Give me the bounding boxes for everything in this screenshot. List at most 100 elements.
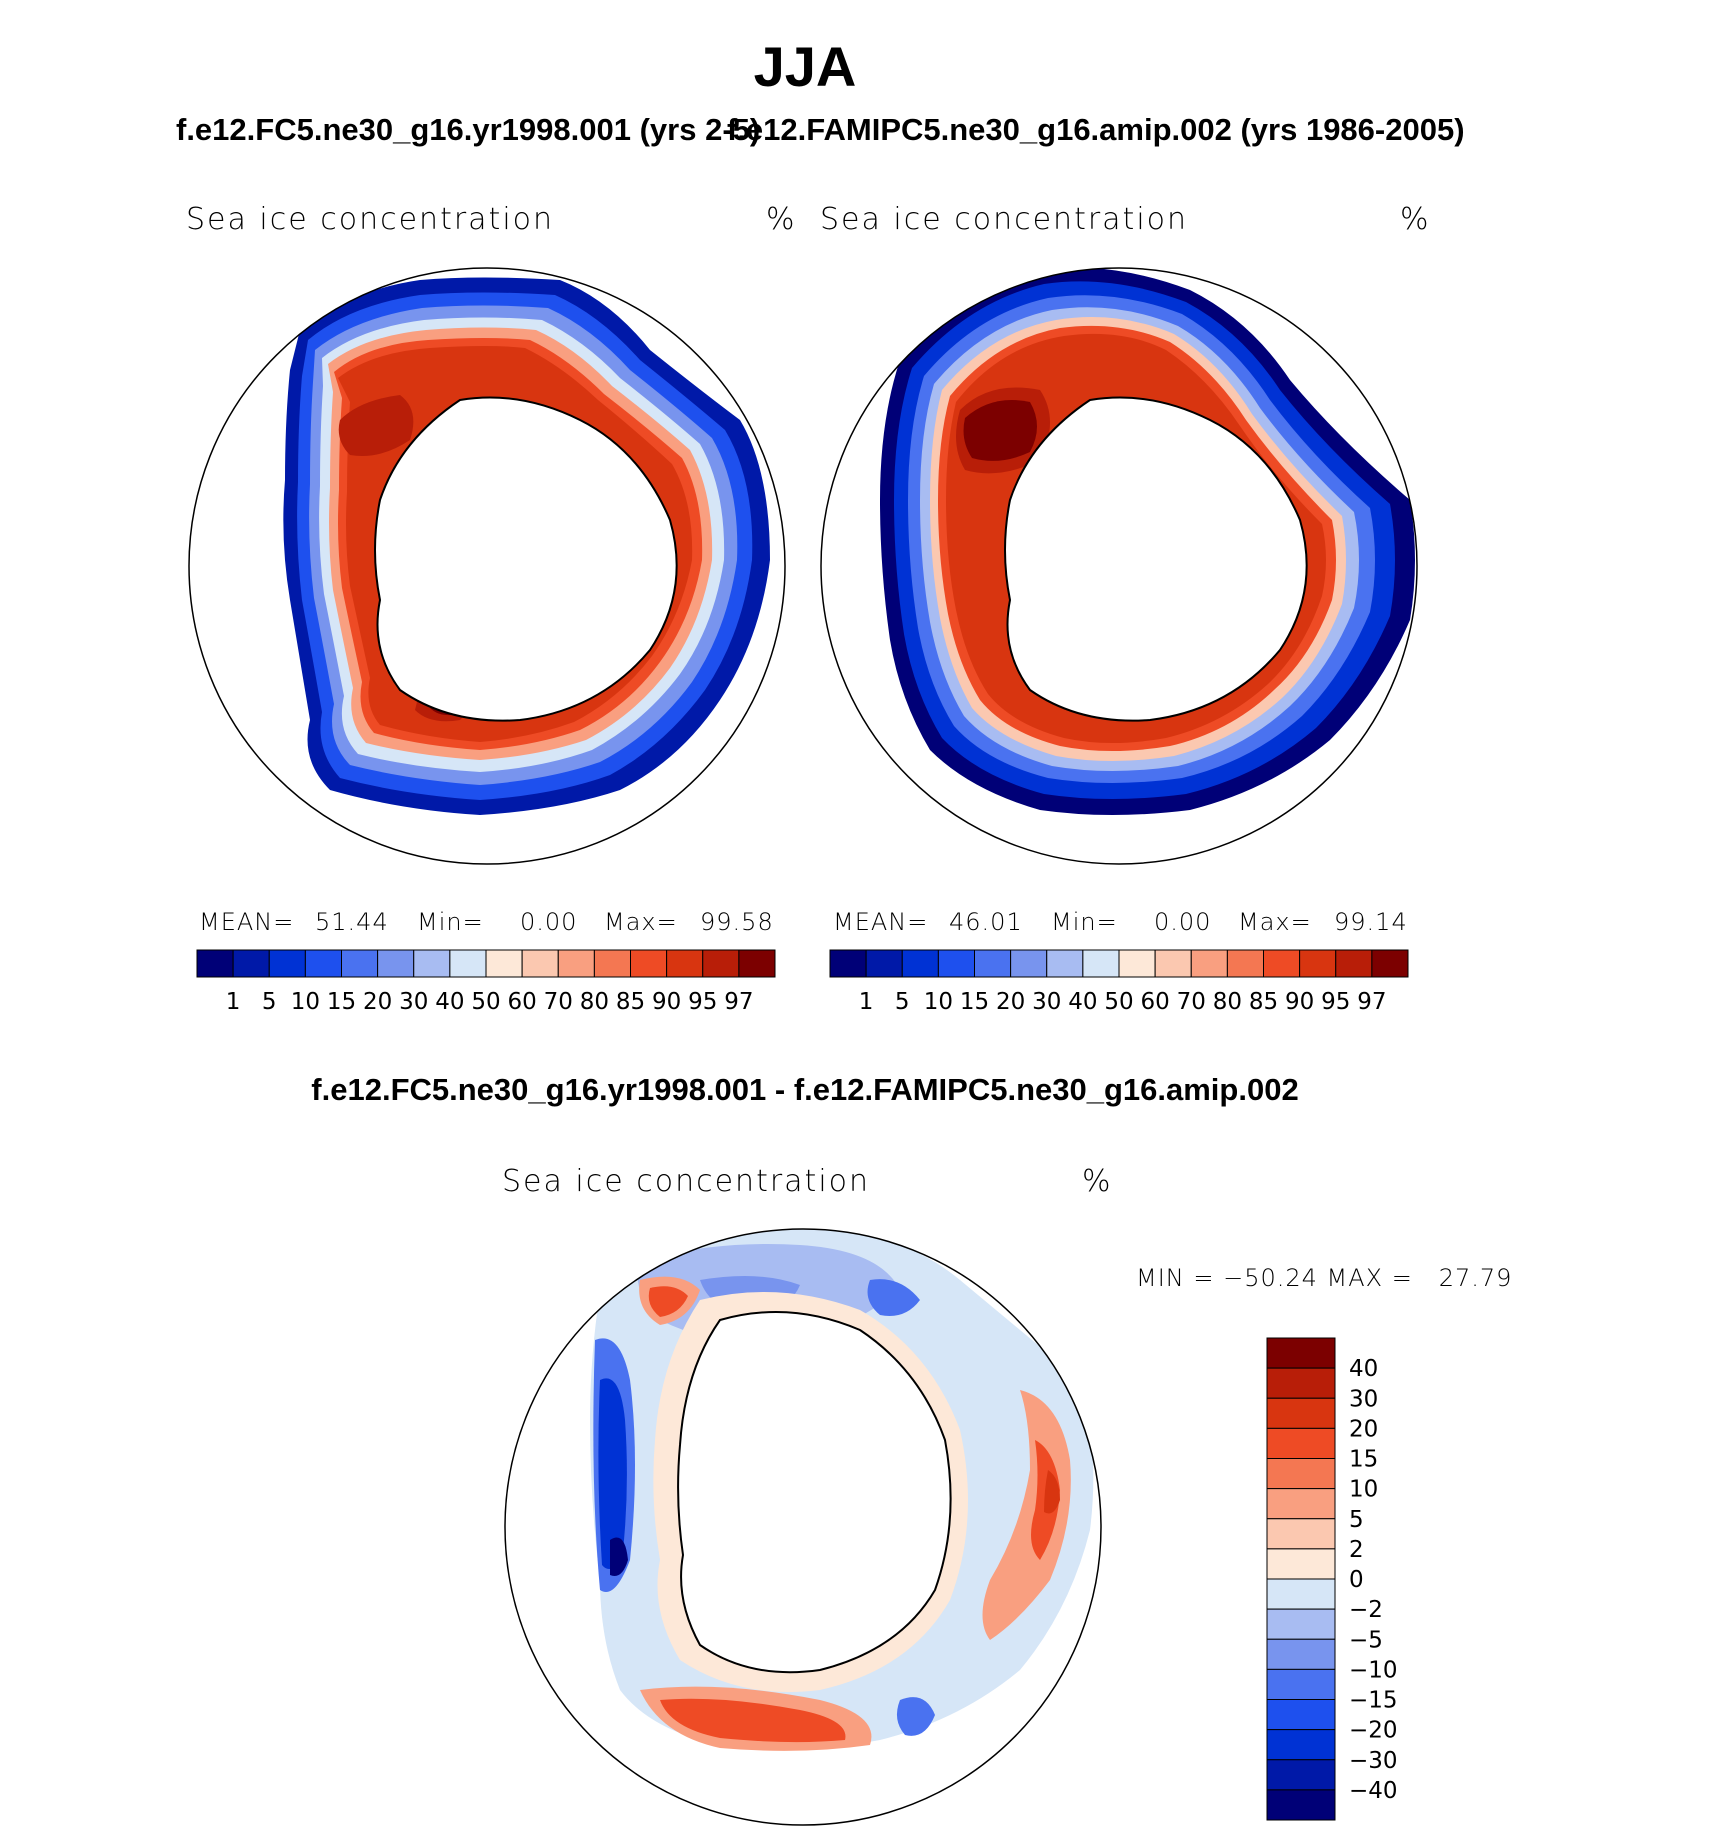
panel1-colorbar-swatch <box>485 949 523 978</box>
diff-minmax-label: MIN = −50.24 MAX = 27.79 <box>1136 1264 1513 1292</box>
diff-colorbar-swatch <box>1266 1548 1336 1580</box>
panel1-units-label: % <box>766 202 797 237</box>
panel2-colorbar-tick-label: 1 <box>859 989 874 1015</box>
diff-colorbar-swatch <box>1266 1337 1336 1369</box>
diff-colorbar-tick-label: −10 <box>1349 1657 1398 1683</box>
diff-colorbar-tick-label: 5 <box>1349 1507 1364 1533</box>
diff-colorbar-swatch <box>1266 1578 1336 1610</box>
panel1-max-label: Max= <box>604 908 678 936</box>
panel2-colorbar-swatch <box>1226 949 1264 978</box>
panel2-case-title: f.e12.FAMIPC5.ne30_g16.amip.002 (yrs 198… <box>727 112 1465 147</box>
panel2-mean-label: MEAN= <box>833 908 929 936</box>
panel1-colorbar-tick-label: 10 <box>291 989 320 1015</box>
panel1-colorbar-swatch <box>593 949 631 978</box>
diff-units-label: % <box>1082 1164 1113 1199</box>
diff-colorbar-tick-label: −5 <box>1349 1627 1383 1653</box>
panel1-colorbar-swatch <box>666 949 704 978</box>
diff-colorbar-swatch <box>1266 1668 1336 1700</box>
diff-colorbar-tick-label: −2 <box>1349 1597 1383 1623</box>
panel2-colorbar-swatch <box>829 949 867 978</box>
panel2-colorbar-swatch <box>1118 949 1156 978</box>
figure-title: JJA <box>753 35 857 98</box>
diff-variable-label: Sea ice concentration <box>502 1164 871 1199</box>
diff-colorbar-tick-label: 0 <box>1349 1567 1364 1593</box>
panel1-colorbar-swatch <box>521 949 559 978</box>
diff-map-boundary <box>504 1228 1102 1826</box>
panel1-colorbar-swatch <box>449 949 487 978</box>
diff-colorbar-tick-label: −40 <box>1349 1778 1398 1804</box>
panel1-colorbar-tick-label: 5 <box>262 989 277 1015</box>
panel2-colorbar-swatch <box>1010 949 1048 978</box>
panel1-colorbar-tick-label: 15 <box>327 989 356 1015</box>
panel1-colorbar-swatch <box>196 949 234 978</box>
diff-colorbar-swatch <box>1266 1729 1336 1761</box>
panel1-colorbar-tick-label: 30 <box>399 989 428 1015</box>
panel2-colorbar-swatch <box>1154 949 1192 978</box>
panel1-colorbar-tick-label: 80 <box>580 989 609 1015</box>
panel2-colorbar-tick-label: 95 <box>1321 989 1350 1015</box>
panel1-colorbar-swatch <box>630 949 668 978</box>
panel2-colorbar-tick-label: 50 <box>1104 989 1133 1015</box>
panel1-ice-field <box>283 277 770 815</box>
diff-colorbar-swatch <box>1266 1608 1336 1640</box>
panel2-colorbar-swatch <box>865 949 903 978</box>
panel2-colorbar-tick-label: 5 <box>895 989 910 1015</box>
diff-colorbar-swatch <box>1266 1759 1336 1791</box>
diff-colorbar-swatch <box>1266 1397 1336 1429</box>
panel1-colorbar-swatch <box>304 949 342 978</box>
panel2-colorbar-tick-label: 85 <box>1249 989 1278 1015</box>
panel1-colorbar-swatch <box>268 949 306 978</box>
diff-colorbar-tick-label: 2 <box>1349 1537 1364 1563</box>
diff-colorbar-swatch <box>1266 1488 1336 1520</box>
panel2-variable-label: Sea ice concentration <box>820 202 1189 237</box>
panel1-colorbar-swatch <box>738 949 776 978</box>
panel1-colorbar-swatch <box>377 949 415 978</box>
panel1-colorbar-tick-label: 90 <box>652 989 681 1015</box>
diff-colorbar-swatch <box>1266 1638 1336 1670</box>
panel1-map <box>188 267 786 865</box>
panel2-colorbar: 1 5 10 15 20 30 40 50 60 70 80 85 90 95 97 <box>829 949 1409 1015</box>
panel2-colorbar-tick-label: 30 <box>1032 989 1061 1015</box>
panel2-colorbar-tick-label: 40 <box>1068 989 1097 1015</box>
panel2-colorbar-tick-label: 10 <box>924 989 953 1015</box>
panel2-colorbar-tick-label: 60 <box>1140 989 1169 1015</box>
diff-case-title: f.e12.FC5.ne30_g16.yr1998.001 - f.e12.FA… <box>311 1072 1299 1107</box>
panel1-colorbar-tick-label: 40 <box>435 989 464 1015</box>
panel2-colorbar-swatch <box>1371 949 1409 978</box>
panel2-max-value: 99.14 <box>1334 908 1408 936</box>
panel1-colorbar-swatch <box>702 949 740 978</box>
panel2-map <box>820 267 1418 865</box>
panel2-map-boundary <box>820 267 1418 865</box>
panel2-colorbar-swatch <box>901 949 939 978</box>
panel2-colorbar-swatch <box>1190 949 1228 978</box>
diff-colorbar-tick-label: −15 <box>1349 1688 1398 1714</box>
panel1-max-value: 99.58 <box>700 908 774 936</box>
diff-colorbar-tick-label: 10 <box>1349 1477 1378 1503</box>
diff-colorbar-swatch <box>1266 1699 1336 1731</box>
panel2-colorbar-tick-label: 70 <box>1177 989 1206 1015</box>
panel2-colorbar-tick-label: 97 <box>1357 989 1386 1015</box>
panel2-colorbar-swatch <box>974 949 1012 978</box>
diff-map <box>504 1228 1102 1826</box>
diff-colorbar-tick-label: 20 <box>1349 1416 1378 1442</box>
panel2-ice-field <box>880 268 1415 815</box>
panel1-colorbar-tick-label: 60 <box>507 989 536 1015</box>
panel2-mean-value: 46.01 <box>949 908 1023 936</box>
panel1-colorbar-swatch <box>413 949 451 978</box>
panel1-colorbar-tick-label: 1 <box>226 989 241 1015</box>
diff-colorbar-swatch <box>1266 1789 1336 1821</box>
panel1-colorbar-swatch <box>341 949 379 978</box>
panel2-colorbar-tick-label: 80 <box>1213 989 1242 1015</box>
diff-colorbar-tick-label: −30 <box>1349 1748 1398 1774</box>
panel1-map-boundary <box>188 267 786 865</box>
panel2-colorbar-swatch <box>1082 949 1120 978</box>
panel2-min-value: 0.00 <box>1154 908 1212 936</box>
panel1-colorbar-tick-label: 50 <box>471 989 500 1015</box>
panel2-colorbar-swatch <box>1335 949 1373 978</box>
panel2-min-label: Min= <box>1051 908 1118 936</box>
panel1-colorbar: 1 5 10 15 20 30 40 50 60 70 80 85 90 95 97 <box>196 949 776 1015</box>
panel1-mean-value: 51.44 <box>315 908 389 936</box>
panel2-colorbar-tick-label: 15 <box>960 989 989 1015</box>
